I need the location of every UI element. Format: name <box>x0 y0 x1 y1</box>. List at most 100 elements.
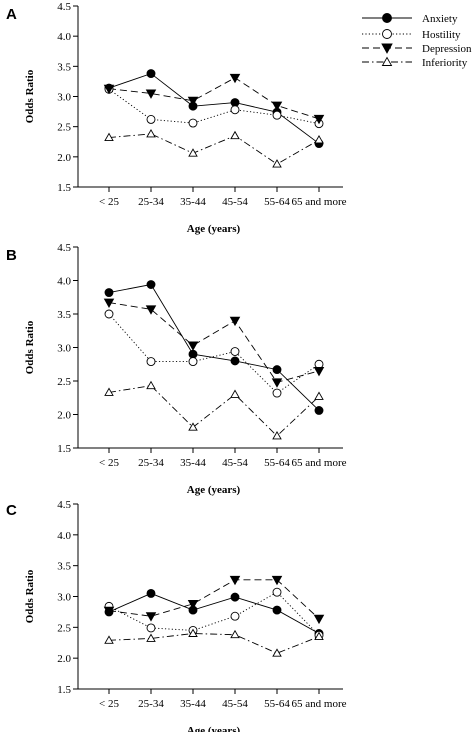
x-tick-label: 35-44 <box>180 698 206 710</box>
hostility-point <box>146 114 156 124</box>
anxiety-point <box>188 349 198 359</box>
y-tick-label: 2.5 <box>57 376 71 388</box>
y-tick-label: 2.5 <box>57 622 71 634</box>
hostility-point <box>272 110 282 120</box>
panel-letter: C <box>6 502 17 519</box>
inferiority-point <box>272 431 282 440</box>
x-tick-label: < 25 <box>99 698 119 710</box>
inferiority-point <box>104 132 114 141</box>
depression-point <box>229 316 241 327</box>
legend-label-anxiety: Anxiety <box>422 13 458 25</box>
x-tick-label: 45-54 <box>222 457 248 469</box>
depression-point <box>103 606 115 617</box>
depression-point <box>313 614 325 625</box>
hostility-point <box>188 357 198 367</box>
legend-marker-hostility <box>382 29 392 39</box>
hostility-point <box>104 309 114 319</box>
depression-point <box>187 599 199 610</box>
x-tick-label: 55-64 <box>264 196 290 208</box>
y-tick-label: 4.0 <box>57 31 71 43</box>
hostility-point <box>272 587 282 597</box>
depression-line <box>108 77 320 120</box>
anxiety-point <box>230 356 240 366</box>
y-tick-label: 4.5 <box>57 242 71 254</box>
y-axis-title: Odds Ratio <box>24 69 36 123</box>
anxiety-line <box>108 73 320 144</box>
y-tick-label: 4.0 <box>57 276 71 288</box>
depression-point <box>313 114 325 125</box>
x-tick-label: 45-54 <box>222 698 248 710</box>
y-axis-title: Odds Ratio <box>24 569 36 623</box>
hostility-point <box>230 105 240 115</box>
depression-point <box>313 367 325 377</box>
legend-marker-inferiority <box>381 56 393 66</box>
inferiority-point <box>230 389 240 398</box>
x-axis-title: Age (years) <box>187 725 241 732</box>
legend-label-inferiority: Inferiority <box>422 57 468 69</box>
inferiority-point <box>272 159 282 168</box>
hostility-point <box>230 611 240 621</box>
y-tick-label: 4.5 <box>57 499 71 511</box>
y-tick-label: 3.0 <box>57 592 71 604</box>
y-tick-label: 3.0 <box>57 92 71 104</box>
y-tick-label: 1.5 <box>57 182 71 194</box>
anxiety-point <box>146 69 156 79</box>
x-axis-title: Age (years) <box>187 484 241 496</box>
depression-point <box>271 378 283 388</box>
hostility-point <box>230 347 240 356</box>
series-markers <box>103 280 325 440</box>
x-axis-title: Age (years) <box>187 223 241 235</box>
panel-c: C 1.5 2.0 2.5 3.0 3.5 4.0 4.5 < 25 25-34 35-44 45-5… <box>6 499 347 732</box>
depression-point <box>145 612 157 622</box>
series-markers <box>103 69 325 168</box>
x-tick-label: < 25 <box>99 196 119 208</box>
x-tick-label: 35-44 <box>180 196 206 208</box>
series-lines <box>108 73 320 165</box>
inferiority-point <box>314 391 324 400</box>
anxiety-line <box>108 592 320 634</box>
inferiority-line <box>108 385 320 437</box>
inferiority-line <box>108 633 320 654</box>
depression-point <box>145 89 157 99</box>
inferiority-point <box>314 135 324 144</box>
depression-point <box>271 575 283 586</box>
inferiority-line <box>108 133 320 165</box>
inferiority-point <box>104 387 114 396</box>
hostility-point <box>188 118 198 128</box>
panel-b: B 1.5 2.0 2.5 3.0 3.5 4.0 4.5 < 25 25-34 35-44 45-5… <box>6 242 347 496</box>
anxiety-point <box>146 588 156 598</box>
hostility-point <box>146 623 156 633</box>
x-tick-label: 35-44 <box>180 457 206 469</box>
legend: Anxiety Hostility Depression Inferiority <box>362 13 472 69</box>
depression-point <box>229 73 241 84</box>
x-tick-label: 25-34 <box>138 698 164 710</box>
depression-line <box>108 302 320 383</box>
series-lines <box>108 579 320 654</box>
y-tick-label: 3.0 <box>57 343 71 355</box>
x-tick-label: 55-64 <box>264 698 290 710</box>
inferiority-point <box>188 422 198 431</box>
x-tick-label: 45-54 <box>222 196 248 208</box>
hostility-point <box>146 357 156 367</box>
y-tick-label: 2.5 <box>57 122 71 134</box>
depression-point <box>229 575 241 586</box>
inferiority-point <box>314 631 324 641</box>
y-tick-label: 2.0 <box>57 152 71 164</box>
y-tick-label: 1.5 <box>57 443 71 455</box>
anxiety-line <box>108 284 320 411</box>
inferiority-point <box>146 128 156 138</box>
y-tick-label: 3.5 <box>57 309 71 321</box>
depression-point <box>145 305 157 315</box>
y-tick-label: 4.5 <box>57 1 71 13</box>
series-lines <box>108 284 320 437</box>
legend-label-hostility: Hostility <box>422 29 461 41</box>
depression-line <box>108 579 320 620</box>
panel-a: A 1.5 2.0 2.5 3.0 3.5 4.0 4.5 < 25 25-34 35-44 45-5… <box>6 1 472 235</box>
anxiety-point <box>272 365 282 375</box>
y-tick-label: 1.5 <box>57 684 71 696</box>
hostility-point <box>272 388 282 398</box>
inferiority-point <box>188 628 198 637</box>
y-tick-label: 3.5 <box>57 561 71 573</box>
anxiety-point <box>146 280 156 289</box>
